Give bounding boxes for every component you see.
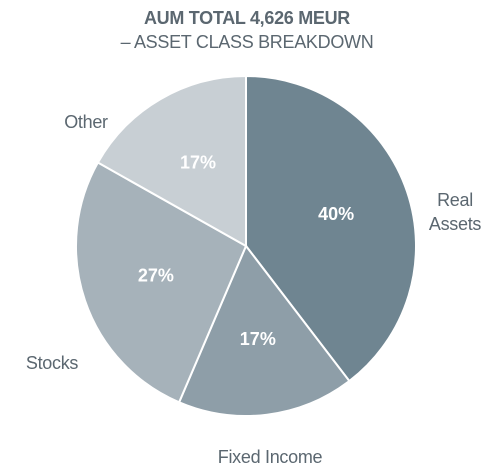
pie-slice bbox=[96, 74, 247, 248]
category-label: Other bbox=[64, 112, 108, 132]
chart-subtitle: – ASSET CLASS BREAKDOWN bbox=[120, 32, 374, 52]
data-label: 17% bbox=[180, 153, 216, 173]
chart-title: AUM TOTAL 4,626 MEUR bbox=[143, 8, 351, 28]
data-label: 27% bbox=[138, 265, 174, 285]
category-label: Real Assets bbox=[428, 190, 482, 234]
category-label: Fixed Income bbox=[217, 447, 323, 467]
pie-slice bbox=[245, 74, 417, 383]
pie-slice bbox=[177, 244, 351, 417]
data-label: 40% bbox=[318, 204, 354, 224]
data-label: 17% bbox=[240, 329, 276, 349]
category-label: Stocks bbox=[25, 353, 79, 373]
